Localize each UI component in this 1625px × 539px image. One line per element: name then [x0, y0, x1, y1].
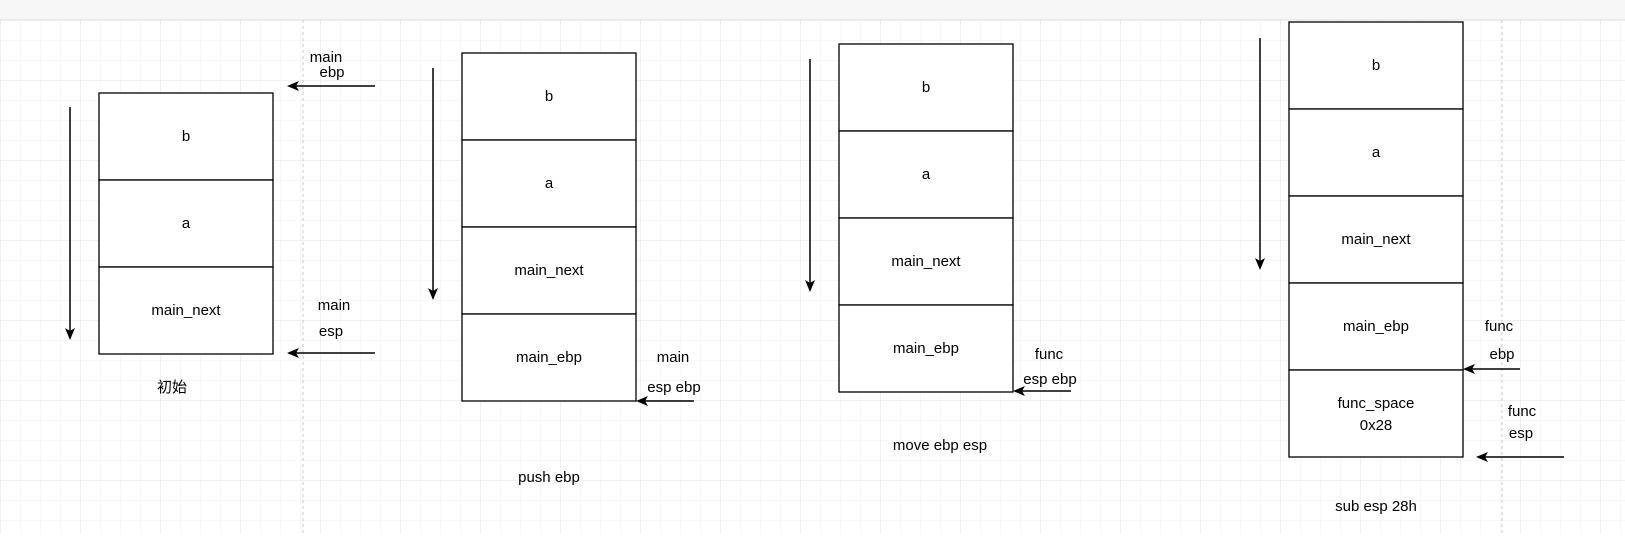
pointer-label: main: [657, 349, 690, 366]
pointer-label: ebp: [1489, 346, 1514, 363]
stack-cell: [98, 179, 274, 268]
cell-label: func_space: [1338, 395, 1415, 412]
stack-cell: [461, 313, 637, 402]
cell-label: 0x28: [1360, 417, 1393, 434]
stack-cell: [1288, 369, 1464, 458]
cell-label: main_ebp: [516, 349, 582, 366]
cell-label: a: [1372, 144, 1381, 161]
cell-label: main_ebp: [1343, 318, 1409, 335]
cell-label: main_next: [151, 302, 221, 319]
cell-label: b: [922, 79, 930, 96]
cell-label: main_next: [1341, 231, 1411, 248]
cell-label: b: [545, 88, 553, 105]
pointer-label: func: [1485, 318, 1514, 335]
stack-cell: [838, 217, 1014, 306]
stack-cell: [461, 139, 637, 228]
pointer-label: main: [310, 49, 343, 66]
stack-cell: [1288, 108, 1464, 197]
stack-sub-esp: b a main_next main_ebp func_space 0x28 s…: [1255, 21, 1564, 515]
pointer-label: func: [1035, 346, 1064, 363]
stack-cell: [838, 43, 1014, 132]
cell-label: b: [1372, 57, 1380, 74]
stack-caption: move ebp esp: [893, 437, 987, 454]
cell-label: a: [922, 166, 931, 183]
cell-label: main_ebp: [893, 340, 959, 357]
stack-initial: b a main_next 初始 main ebp main esp: [65, 49, 375, 396]
stack-cell: [98, 266, 274, 355]
cell-label: main_next: [514, 262, 584, 279]
stack-cell: [1288, 282, 1464, 371]
pointer-label: esp ebp: [1023, 371, 1076, 388]
stack-cell: [838, 130, 1014, 219]
pointer-label: esp: [1509, 425, 1533, 442]
top-bar: [0, 0, 1625, 20]
pointer-label: func: [1508, 403, 1537, 420]
stack-push-ebp: b a main_next main_ebp push ebp main esp…: [428, 52, 701, 486]
stack-cell: [461, 226, 637, 315]
pointer-label: esp ebp: [647, 379, 700, 396]
stack-caption: push ebp: [518, 469, 580, 486]
pointer-label: main: [318, 297, 351, 314]
stack-cell: [1288, 21, 1464, 110]
cell-label: a: [182, 215, 191, 232]
pointer-label: esp: [319, 323, 343, 340]
stack-caption: sub esp 28h: [1335, 498, 1417, 515]
stack-cell: [98, 92, 274, 181]
cell-label: b: [182, 128, 190, 145]
cell-label: a: [545, 175, 554, 192]
stack-move-ebp-esp: b a main_next main_ebp move ebp esp func…: [805, 43, 1077, 454]
stack-cell: [838, 304, 1014, 393]
stack-cell: [1288, 195, 1464, 284]
stack-caption: 初始: [157, 379, 187, 396]
stack-cell: [461, 52, 637, 141]
cell-label: main_next: [891, 253, 961, 270]
pointer-label: ebp: [319, 64, 344, 81]
